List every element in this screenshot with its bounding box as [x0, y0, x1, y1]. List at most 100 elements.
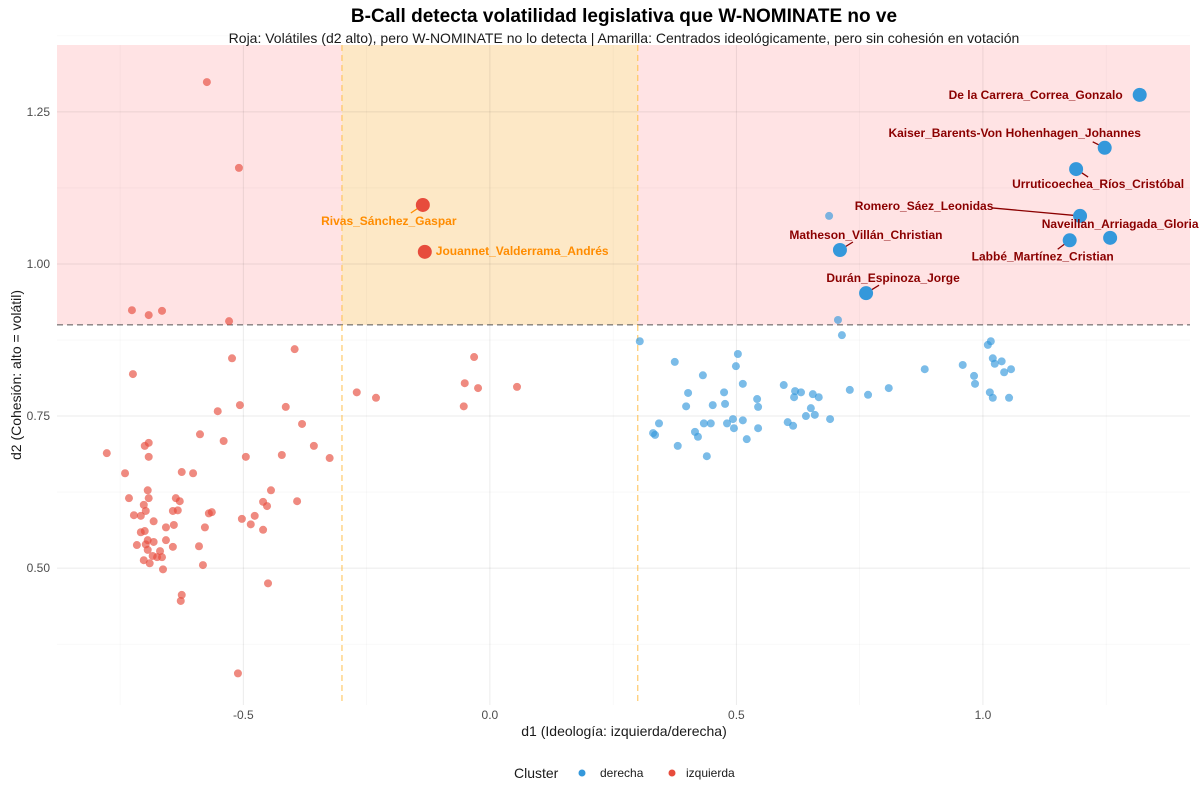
point-izquierda — [459, 402, 468, 411]
point-label: De la Carrera_Correa_Gonzalo — [949, 88, 1123, 102]
point-derecha — [826, 415, 835, 424]
point-derecha — [742, 435, 751, 444]
label-leader-line — [991, 207, 1081, 217]
point-label: Rivas_Sánchez_Gaspar — [321, 214, 457, 228]
point-izquierda — [281, 402, 290, 411]
point-izquierda — [173, 506, 182, 515]
point-label: Labbé_Martínez_Cristian — [972, 249, 1114, 263]
point-derecha — [731, 362, 740, 371]
point-izquierda — [132, 541, 141, 550]
highlighted-points: De la Carrera_Correa_Gonzalo Kaiser_Baren… — [321, 87, 1199, 301]
legend-label-izquierda: izquierda — [686, 766, 735, 780]
x-tick-label: 1.0 — [975, 708, 992, 722]
point-izquierda — [175, 497, 184, 506]
gridlines — [57, 35, 1190, 705]
point-izquierda — [250, 511, 259, 520]
point-derecha — [729, 424, 738, 433]
point-derecha — [651, 430, 660, 439]
point-izquierda — [177, 590, 186, 599]
point-derecha — [1000, 368, 1009, 377]
point-derecha — [693, 432, 702, 441]
point-derecha — [796, 388, 805, 397]
point-derecha — [790, 393, 799, 402]
point-derecha — [698, 371, 707, 380]
point-izquierda — [168, 542, 177, 551]
data-points — [102, 78, 1016, 678]
point-derecha — [845, 385, 854, 394]
point-izquierda — [145, 559, 154, 568]
point-izquierda — [144, 311, 153, 320]
point-derecha — [754, 402, 763, 411]
point-izquierda — [234, 163, 243, 172]
point-derecha — [1007, 365, 1016, 374]
highlighted-point — [1062, 233, 1077, 248]
point-izquierda — [149, 537, 158, 546]
point-derecha — [723, 419, 732, 428]
y-tick-label: 1.00 — [27, 257, 51, 271]
point-izquierda — [158, 553, 167, 562]
point-izquierda — [149, 517, 158, 526]
point-derecha — [779, 381, 788, 390]
point-izquierda — [246, 520, 255, 529]
plot-background — [57, 45, 1190, 325]
point-izquierda — [352, 388, 361, 397]
point-izquierda — [136, 511, 145, 520]
point-derecha — [814, 393, 823, 402]
point-derecha — [789, 421, 798, 430]
point-label: Jouannet_Valderrama_Andrés — [436, 244, 609, 258]
point-label: Romero_Sáez_Leonidas — [855, 199, 994, 213]
point-izquierda — [325, 454, 334, 463]
point-izquierda — [237, 514, 246, 523]
point-izquierda — [266, 486, 275, 495]
point-izquierda — [293, 497, 302, 506]
point-izquierda — [177, 468, 186, 477]
chart-title: B-Call detecta volatilidad legislativa q… — [351, 6, 897, 27]
point-derecha — [754, 424, 763, 433]
point-izquierda — [161, 523, 170, 532]
highlighted-point — [832, 242, 847, 257]
point-label: Naveillan_Arriagada_Gloria — [1042, 217, 1199, 231]
highlighted-point — [1073, 208, 1088, 223]
point-derecha — [738, 416, 747, 425]
point-derecha — [702, 452, 711, 461]
point-izquierda — [259, 525, 268, 534]
point-derecha — [806, 404, 815, 413]
point-izquierda — [141, 506, 150, 515]
x-tick-label: -0.5 — [233, 708, 254, 722]
point-derecha — [833, 315, 842, 324]
point-derecha — [920, 365, 929, 374]
point-label: Matheson_Villán_Christian — [789, 228, 942, 242]
point-derecha — [706, 419, 715, 428]
point-izquierda — [263, 502, 272, 511]
point-derecha — [810, 410, 819, 419]
point-derecha — [997, 357, 1006, 366]
point-izquierda — [129, 511, 138, 520]
y-tick-label: 0.50 — [27, 561, 51, 575]
highlighted-point — [859, 286, 874, 301]
point-izquierda — [156, 547, 165, 556]
point-derecha — [708, 401, 717, 410]
point-derecha — [971, 379, 980, 388]
point-izquierda — [143, 486, 152, 495]
y-tick-label: 1.25 — [27, 105, 51, 119]
point-derecha — [753, 395, 762, 404]
point-derecha — [837, 331, 846, 340]
point-izquierda — [127, 306, 136, 315]
point-izquierda — [290, 345, 299, 354]
x-tick-label: 0.5 — [728, 708, 745, 722]
point-izquierda — [298, 419, 307, 428]
point-izquierda — [513, 382, 522, 391]
point-izquierda — [200, 523, 209, 532]
point-derecha — [970, 371, 979, 380]
point-derecha — [990, 359, 999, 368]
point-derecha — [673, 441, 682, 450]
point-izquierda — [121, 469, 130, 478]
point-izquierda — [144, 494, 153, 503]
point-derecha — [738, 379, 747, 388]
point-izquierda — [139, 500, 148, 509]
point-derecha — [864, 390, 873, 399]
point-izquierda — [198, 561, 207, 570]
y-tick-label: 0.75 — [27, 409, 51, 423]
center-region — [341, 45, 638, 325]
